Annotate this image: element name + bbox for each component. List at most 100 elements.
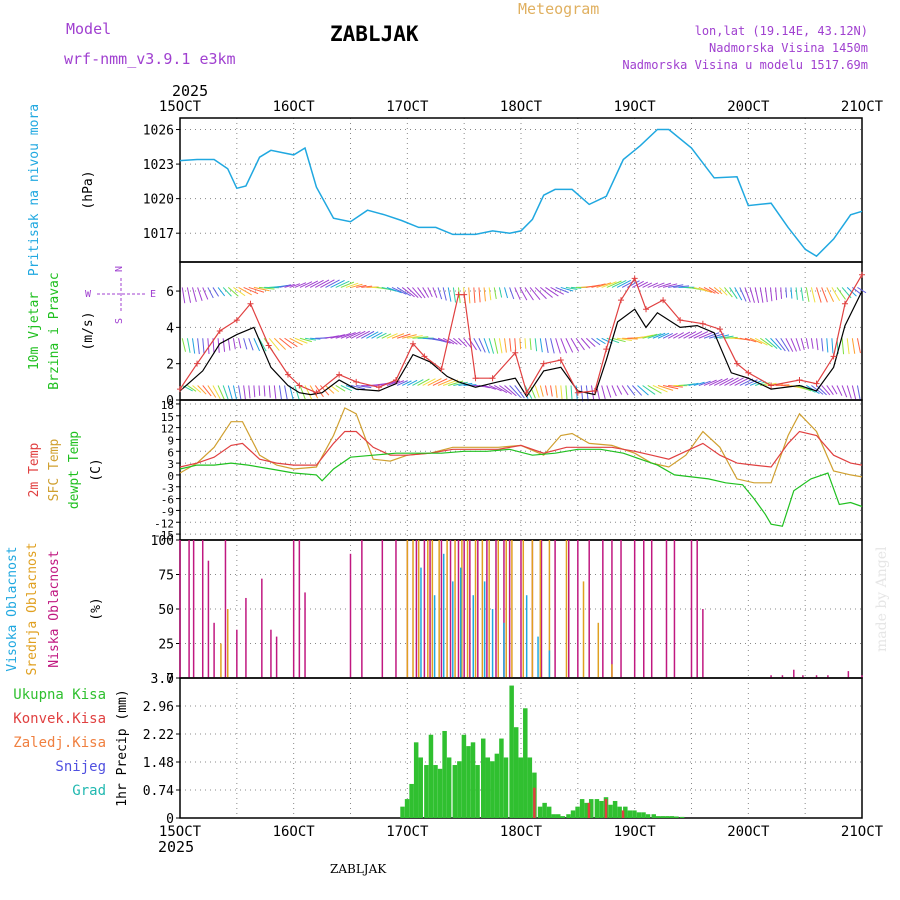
precip-bar	[551, 814, 556, 818]
y-axis-label: Pritisak na nivou mora	[27, 104, 42, 276]
wind-gust-marker	[265, 342, 272, 349]
wind-gust-marker	[733, 360, 740, 367]
x-tick-top: 18OCT	[500, 99, 543, 115]
precip-bar	[566, 814, 571, 818]
wind-arrow	[437, 287, 443, 300]
wind-arrow	[258, 385, 261, 396]
wind-arrow	[412, 287, 423, 299]
y-axis-label: Visoka Oblacnost	[5, 546, 20, 671]
wind-arrow	[524, 338, 527, 349]
wind-arrow	[724, 287, 733, 298]
wind-arrow	[227, 385, 234, 401]
year-top: 2025	[172, 82, 209, 100]
precip-bar	[617, 806, 622, 818]
wind-arrow	[447, 287, 452, 302]
wind-gust-marker	[233, 317, 240, 324]
wind-arrow	[759, 287, 764, 303]
wind-arrow	[857, 286, 867, 294]
wind-arrow	[652, 282, 665, 288]
y-tick-label: 6	[167, 446, 174, 459]
wind-arrow	[729, 287, 738, 299]
wind-arrow	[565, 385, 568, 401]
y-tick-label: -9	[161, 505, 174, 518]
wind-arrow	[713, 287, 723, 295]
y-tick-label: 3	[167, 458, 174, 471]
wind-arrow	[534, 287, 547, 300]
wind-gust-marker	[699, 320, 706, 327]
wind-arrow	[668, 384, 683, 388]
wind-arrow	[790, 338, 797, 352]
y-tick-label: 0	[167, 470, 174, 483]
wind-arrow	[253, 338, 261, 352]
wind-arrow	[810, 338, 814, 349]
wind-gust-marker	[603, 346, 610, 353]
wind-gust-marker	[677, 317, 684, 324]
wind-arrow	[217, 385, 225, 401]
wind-arrow	[575, 337, 585, 351]
compass-n: N	[114, 266, 125, 272]
wind-arrow	[693, 381, 705, 386]
y-tick-label: -15	[154, 529, 174, 542]
compass-cross	[97, 278, 145, 312]
precip-bar	[523, 708, 528, 818]
wind-arrow	[442, 337, 455, 345]
wind-arrow	[657, 282, 672, 288]
wind-arrow	[381, 333, 392, 339]
x-tick-bottom: 16OCT	[273, 824, 316, 840]
x-tick-bottom: 19OCT	[614, 824, 657, 840]
wind-arrow	[202, 385, 212, 397]
wind-arrow	[519, 338, 522, 350]
wind-arrow	[683, 331, 697, 339]
precip-bar	[651, 814, 656, 818]
wind-gust-marker	[194, 360, 201, 367]
wind-gust-marker	[716, 326, 723, 333]
wind-arrow	[253, 385, 256, 398]
wind-arrow	[325, 279, 340, 288]
wind-arrow	[836, 385, 843, 396]
wind-arrow	[688, 382, 699, 386]
precip-bar	[418, 757, 423, 818]
wind-arrow	[232, 385, 238, 401]
wind-arrow	[284, 385, 288, 401]
wind-arrow	[299, 281, 313, 288]
wind-arrow	[478, 287, 481, 303]
wind-arrow	[719, 377, 734, 386]
y-tick-label: 0.74	[143, 784, 174, 799]
wind-arrow	[468, 287, 471, 304]
x-tick-top: 17OCT	[386, 99, 429, 115]
precip-legend-item: Snijeg	[55, 759, 106, 775]
y-tick-label: 9	[167, 434, 174, 447]
wind-arrow	[642, 282, 653, 288]
wind-arrow	[417, 378, 430, 386]
wind-gust-marker	[410, 340, 417, 347]
wind-gust-marker	[247, 300, 254, 307]
wind-arrow	[335, 332, 351, 339]
wind-arrow	[836, 287, 846, 300]
wind-arrow	[248, 385, 251, 399]
wind-arrow	[632, 385, 643, 396]
wind-arrow	[529, 338, 532, 351]
wind-arrow	[437, 337, 451, 344]
wind-arrow	[335, 385, 346, 392]
wind-arrow	[493, 287, 497, 300]
wind-arrow	[826, 385, 834, 395]
y-axis-label: 2m Temp	[27, 442, 42, 497]
wind-arrow	[309, 279, 324, 288]
wind-arrow	[453, 337, 462, 346]
wind-arrow	[315, 279, 330, 288]
wind-arrow	[356, 384, 372, 389]
wind-arrow	[780, 337, 790, 352]
wind-gust-marker	[313, 389, 320, 396]
wind-arrow	[452, 287, 457, 303]
y-tick-label: 1017	[143, 227, 174, 242]
x-tick-bottom: 20OCT	[727, 824, 770, 840]
wind-arrow	[545, 287, 559, 297]
wind-gust-marker	[631, 275, 638, 282]
wind-arrow	[596, 282, 612, 288]
wind-arrow	[478, 338, 486, 353]
wind-arrow	[816, 338, 819, 351]
conv-precip-bar	[621, 810, 625, 818]
wind-arrow	[539, 338, 543, 353]
wind-arrow	[356, 284, 367, 288]
wind-arrow	[350, 384, 366, 390]
